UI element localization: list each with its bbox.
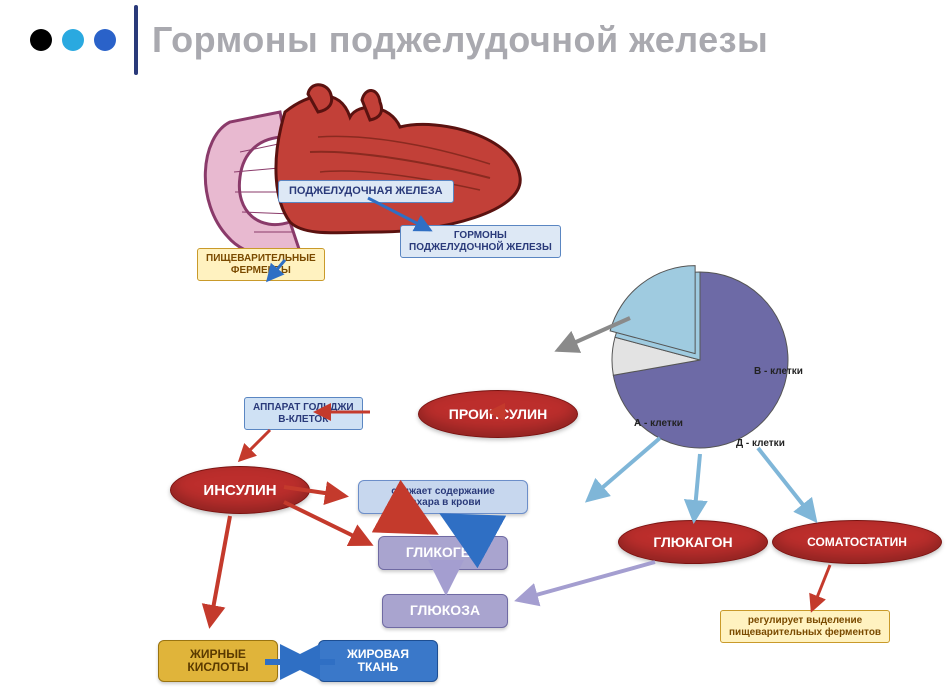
node-proinsulin: ПРОИНСУЛИН [418,390,578,438]
node-adipose: ЖИРОВАЯ ТКАНЬ [318,640,438,682]
node-insulin: ИНСУЛИН [170,466,310,514]
pie-label-b: В - клетки [754,366,803,377]
label-regulates: регулирует выделение пищеварительных фер… [720,610,890,643]
node-glucagon: ГЛЮКАГОН [618,520,768,564]
node-somatostatin: СОМАТОСТАТИН [772,520,942,564]
node-glucose: ГЛЮКОЗА [382,594,508,628]
pie-label-a: А - клетки [634,418,683,429]
pie-label-d: Д - клетки [736,438,785,449]
node-fatty-acids: ЖИРНЫЕ КИСЛОТЫ [158,640,278,682]
label-golgi: АППАРАТ ГОЛЬДЖИ В-КЛЕТОК [244,397,363,430]
node-glycogen: ГЛИКОГЕН [378,536,508,570]
diagram-stage: ПОДЖЕЛУДОЧНАЯ ЖЕЛЕЗА ПИЩЕВАРИТЕЛЬНЫЕ ФЕР… [0,0,947,700]
label-lowers-sugar: снижает содержание сахара в крови [358,480,528,514]
